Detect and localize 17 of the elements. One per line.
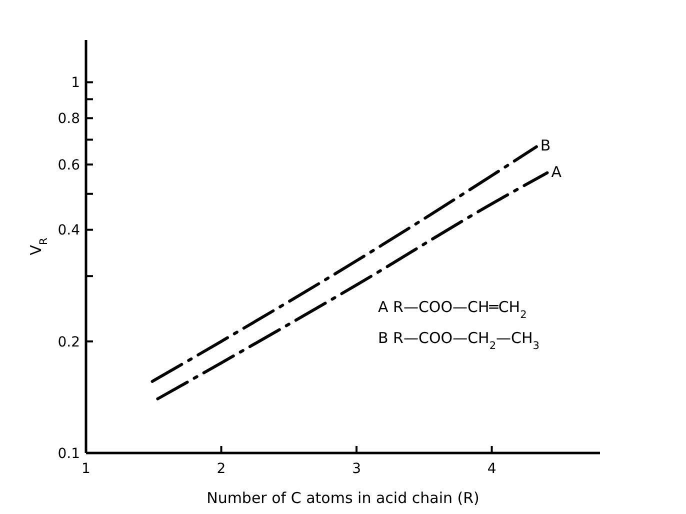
annotation: B R—COO—CH$_{2}$—CH$_{3}$ [378, 329, 540, 352]
x-tick-label: 1 [82, 461, 90, 477]
y-tick-label: 0.6 [58, 157, 80, 174]
y-tick-label: 1 [71, 75, 80, 92]
x-axis-title: Number of C atoms in acid chain (R) [206, 489, 480, 507]
series-label: A [551, 162, 562, 181]
y-tick-label: 0.1 [58, 446, 80, 462]
annotation: A R—COO—CH═CH$_{2}$ [378, 298, 527, 321]
x-tick-label: 3 [352, 461, 361, 477]
x-tick-label: 4 [487, 461, 496, 477]
line-series [150, 145, 538, 383]
y-tick-label: 0.8 [58, 111, 80, 128]
series-label: B [540, 136, 551, 155]
y-tick-label: 0.2 [58, 334, 80, 350]
y-tick-label: 0.4 [58, 222, 80, 239]
x-tick-label: 2 [216, 461, 226, 477]
line-series [156, 171, 549, 400]
